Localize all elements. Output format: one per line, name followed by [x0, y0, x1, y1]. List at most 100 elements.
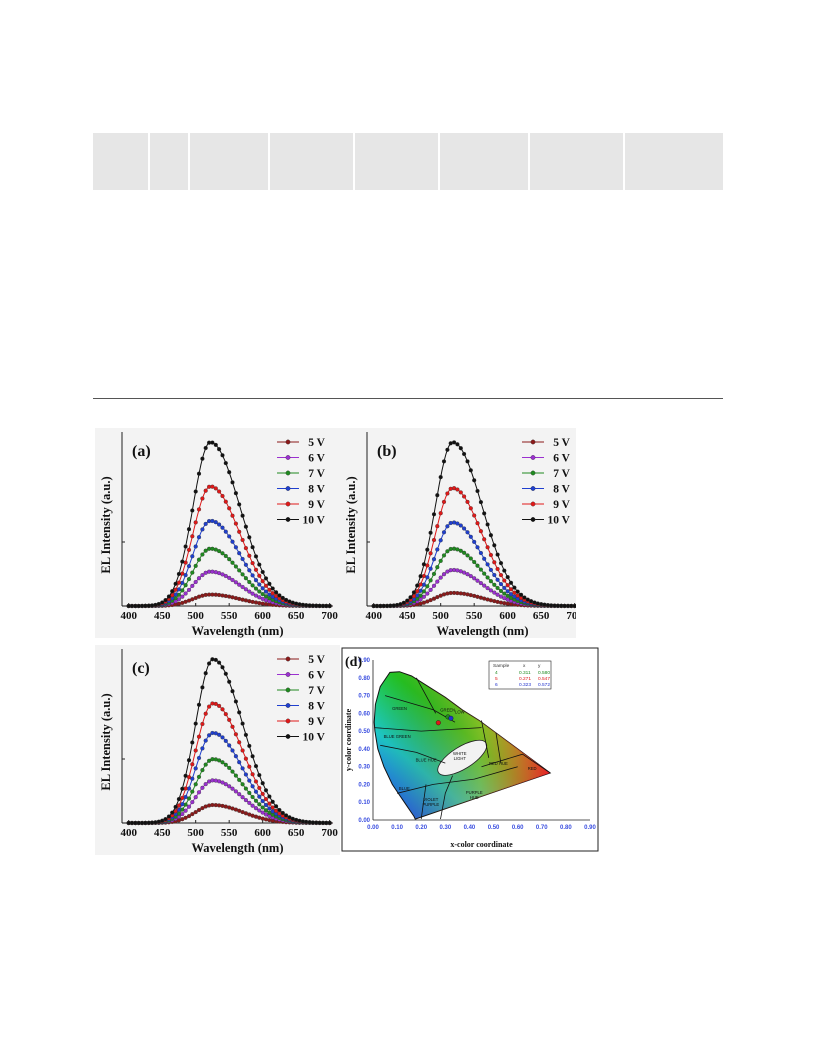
series-line [122, 758, 333, 824]
data-point [243, 576, 248, 581]
data-point [233, 545, 238, 550]
x-tick-label: 0.20 [415, 825, 427, 831]
data-point [207, 733, 212, 738]
data-point [230, 786, 235, 791]
data-point [170, 589, 175, 594]
region-boundary [481, 720, 490, 758]
data-point [230, 724, 235, 729]
data-point [438, 575, 443, 580]
panel-d: GREEN GREEN BLUE GREEN BLUE HUE WHITE LIGHT RE… [341, 647, 599, 852]
series-9v [122, 484, 333, 609]
data-point [485, 586, 490, 591]
data-point [203, 592, 208, 597]
data-point [519, 592, 524, 597]
data-point [220, 572, 225, 577]
data-point [210, 484, 215, 489]
data-point [431, 557, 437, 562]
panel-b: 400 450 500 550 600 650 700 Wavelength (nm) EL I… [340, 428, 576, 638]
legend-label: 7 V [308, 468, 325, 480]
region-boundary [397, 766, 518, 794]
legend-marker [285, 734, 291, 739]
data-point [455, 591, 460, 596]
data-point [482, 537, 487, 542]
data-point [223, 738, 228, 743]
data-point [448, 568, 453, 573]
x-axis-label: Wavelength (nm) [191, 624, 283, 638]
data-point [173, 592, 178, 597]
data-point [472, 478, 477, 483]
data-point [237, 551, 242, 556]
panel-a: 400 450 500 550 600 650 700 Wavelength (nm) EL I… [95, 428, 340, 638]
data-point [478, 550, 483, 556]
legend-label: 6 V [308, 670, 325, 682]
x-tick-label: 650 [533, 610, 550, 622]
x-axis-label: Wavelength (nm) [436, 624, 528, 638]
data-point [455, 442, 460, 447]
data-point [448, 486, 453, 491]
data-point [190, 740, 195, 745]
data-point [468, 574, 473, 579]
data-point [250, 545, 255, 550]
data-point [257, 573, 262, 578]
data-point [223, 461, 228, 466]
data-point [203, 738, 208, 743]
data-point [492, 572, 497, 578]
data-point [478, 500, 483, 505]
data-point [220, 780, 225, 785]
data-point [263, 817, 269, 822]
x-tick-label: 0.60 [512, 825, 524, 831]
region-label: BLUE HUE [416, 757, 437, 762]
region-label: PURPLE [466, 790, 483, 795]
data-point [438, 475, 443, 480]
data-point [186, 758, 192, 763]
data-point [196, 557, 202, 562]
data-point [502, 596, 507, 601]
data-point [438, 511, 443, 516]
inset-table-header: x [523, 664, 526, 669]
table-cell [93, 133, 150, 190]
data-point [431, 571, 437, 576]
series-line [367, 441, 576, 607]
data-point [465, 553, 470, 558]
data-point [297, 602, 302, 607]
region-boundary [440, 775, 453, 820]
data-point [237, 596, 242, 601]
data-point [166, 594, 171, 599]
data-point [193, 579, 198, 585]
data-point [196, 594, 202, 599]
legend-marker [530, 439, 536, 445]
x-tick-label: 0.00 [367, 825, 379, 831]
data-point [458, 548, 463, 553]
data-point [237, 529, 242, 534]
data-point [190, 776, 195, 781]
data-point [482, 511, 487, 516]
data-point [253, 806, 259, 811]
data-point [213, 520, 218, 525]
data-point [210, 701, 215, 706]
data-point [200, 527, 205, 532]
data-point [196, 790, 202, 795]
legend-marker [530, 501, 536, 507]
x-tick-label: 700 [321, 610, 338, 622]
data-point [240, 748, 245, 753]
series-6v [367, 567, 576, 609]
data-point [263, 797, 269, 802]
data-point [495, 599, 500, 604]
data-point [200, 685, 205, 690]
data-point [428, 551, 433, 556]
x-tick-label: 450 [154, 610, 171, 622]
data-point [267, 581, 272, 586]
data-point [263, 598, 269, 603]
data-point [230, 769, 235, 774]
data-point [488, 567, 493, 572]
region-label: BLUE [399, 786, 410, 791]
data-point [203, 804, 208, 809]
table-cell [440, 133, 530, 190]
legend-label: 7 V [553, 468, 570, 480]
region-label: LOW [455, 709, 465, 714]
data-point [435, 565, 440, 570]
data-point [193, 563, 198, 568]
data-point [217, 803, 222, 808]
data-point [250, 583, 255, 588]
region-label: GREEN [440, 708, 455, 713]
